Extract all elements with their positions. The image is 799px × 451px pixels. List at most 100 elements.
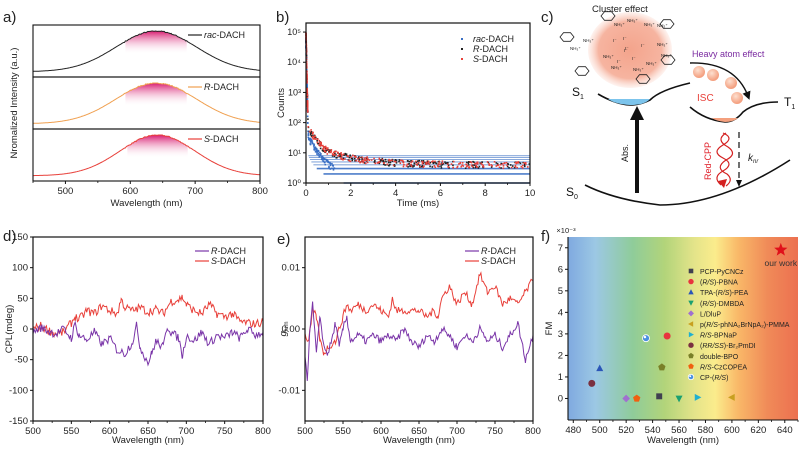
data-point xyxy=(306,72,308,75)
data-point xyxy=(325,148,328,151)
data-point xyxy=(466,164,469,167)
data-point xyxy=(437,163,440,165)
data-point xyxy=(358,156,360,158)
y-tick-label: 0.00 xyxy=(282,324,301,335)
data-point xyxy=(358,157,360,160)
data-point xyxy=(448,167,450,169)
data-point xyxy=(328,166,330,169)
legend-label: (R/S)-DMBDA xyxy=(700,301,744,308)
data-point xyxy=(306,115,309,118)
ammonium-label: NH₃⁺ xyxy=(614,22,625,27)
data-point xyxy=(316,138,319,140)
data-point xyxy=(428,163,431,165)
data-point xyxy=(324,145,327,148)
data-point xyxy=(367,158,369,161)
x-tick-label: 500 xyxy=(57,186,73,197)
data-point xyxy=(468,166,470,169)
data-point xyxy=(399,162,402,164)
data-point xyxy=(339,155,341,157)
cyclohexane-ring xyxy=(559,32,575,42)
data-point xyxy=(328,165,330,168)
ammonium-label: NH₃⁺ xyxy=(633,67,644,72)
legend-marker xyxy=(688,300,694,306)
data-point xyxy=(306,74,308,76)
data-point xyxy=(472,166,475,169)
data-point xyxy=(511,165,514,167)
legend-label: p(R/S-phNA₂BrNpA₂)-PMMA xyxy=(700,322,790,329)
data-point xyxy=(398,159,401,161)
data-point xyxy=(382,160,384,162)
x-tick-label: 6 xyxy=(438,188,443,199)
s1-label: S1 xyxy=(572,85,584,101)
isc-label: ISC xyxy=(697,93,714,104)
x-tick-label: 620 xyxy=(750,425,766,436)
data-point xyxy=(340,152,342,154)
data-point xyxy=(362,160,365,163)
data-point xyxy=(474,166,477,169)
x-tick-label: 550 xyxy=(335,426,351,437)
data-point xyxy=(368,159,371,161)
data-point xyxy=(355,159,358,162)
data-point xyxy=(415,160,417,163)
abs-label: Abs. xyxy=(620,144,630,162)
iodide-label: I⁻ xyxy=(623,36,627,41)
heavy-atom-effect-label: Heavy atom effect xyxy=(692,49,765,59)
data-point xyxy=(345,154,348,157)
data-point xyxy=(342,157,345,160)
x-tick-label: 480 xyxy=(565,425,581,436)
x-tick-label: 800 xyxy=(252,186,268,197)
data-point xyxy=(322,160,324,163)
legend-marker xyxy=(688,363,694,369)
x-tick-label: 700 xyxy=(449,426,465,437)
data-point xyxy=(491,165,493,167)
t1-population xyxy=(712,118,738,122)
data-point xyxy=(340,155,343,157)
y-tick-label: 150 xyxy=(12,232,28,243)
cyclohexane-ring xyxy=(635,74,651,84)
x-tick-label: 540 xyxy=(645,425,661,436)
data-point-CP-(R/S)-highlight xyxy=(643,335,647,339)
legend-label: (R/S)-PBNA xyxy=(700,280,738,287)
cyclohexane-ring xyxy=(574,66,590,76)
legend-label: rac-DACH xyxy=(473,34,514,44)
legend-label: S-DACH xyxy=(204,134,239,144)
data-point xyxy=(410,161,412,164)
x-tick-label: 10 xyxy=(525,188,536,199)
data-point xyxy=(401,159,403,162)
data-point xyxy=(415,161,418,164)
data-point xyxy=(410,160,412,162)
data-point xyxy=(314,135,316,137)
legend-label: PCP-PyCNCz xyxy=(700,269,744,276)
data-point xyxy=(416,164,419,166)
data-point xyxy=(444,162,447,165)
data-point xyxy=(306,76,308,79)
data-point-CP-(R/S) xyxy=(642,334,650,343)
data-point xyxy=(456,165,459,168)
data-point-(R/S)-DMBDA xyxy=(675,395,683,403)
data-point xyxy=(420,165,423,168)
data-point xyxy=(427,160,430,163)
data-point xyxy=(421,160,423,163)
data-point xyxy=(407,163,410,165)
data-point xyxy=(505,161,508,164)
data-point xyxy=(475,162,477,165)
data-point xyxy=(363,162,366,164)
data-point xyxy=(410,164,412,166)
data-point xyxy=(314,136,317,139)
data-point xyxy=(309,130,311,133)
data-point xyxy=(311,141,314,144)
data-point xyxy=(362,161,364,164)
data-point xyxy=(305,61,308,63)
subpanel-rac-DACH: rac-DACH xyxy=(32,24,261,78)
legend-marker xyxy=(688,331,694,338)
data-point xyxy=(323,146,325,149)
y-tick-label: 1 xyxy=(558,372,563,383)
data-point xyxy=(309,141,312,143)
data-point xyxy=(306,110,309,113)
data-point-double-BPO xyxy=(658,363,666,371)
data-point xyxy=(378,162,381,165)
iodide-label: I⁻ xyxy=(632,56,636,61)
y-axis-label: Counts xyxy=(276,88,287,118)
data-point xyxy=(323,158,326,161)
